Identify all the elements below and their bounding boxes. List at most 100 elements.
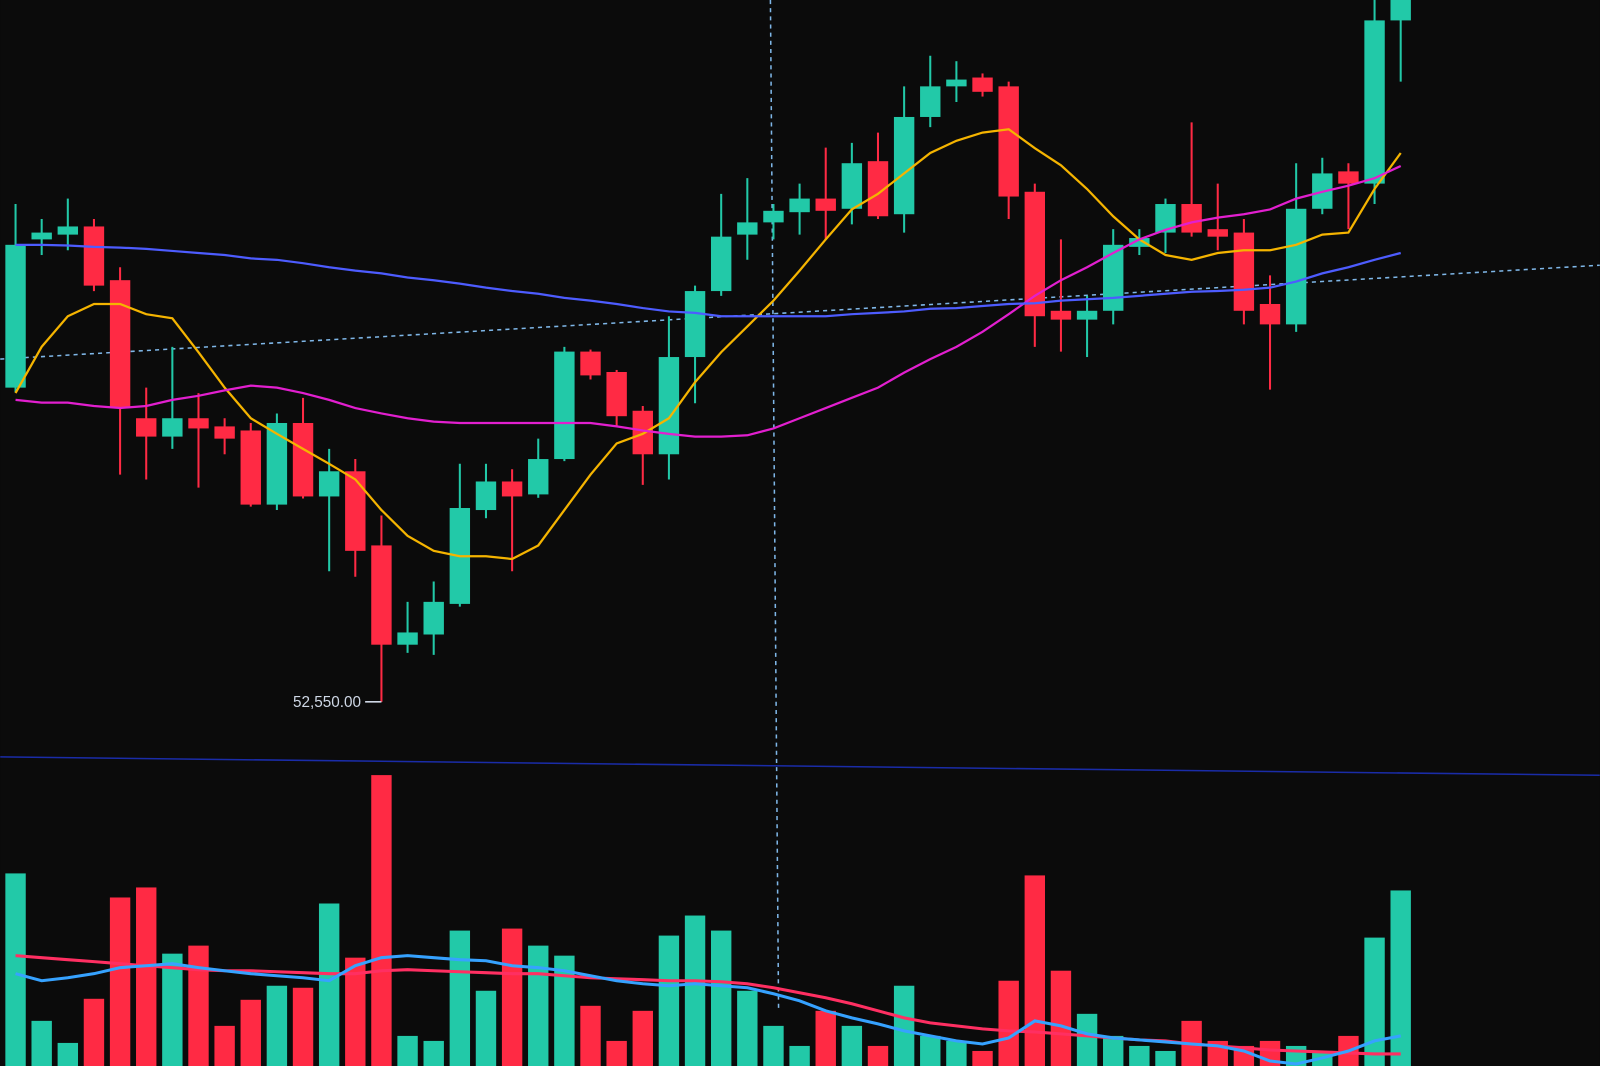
volume-bar	[972, 1050, 993, 1066]
candle-body	[57, 226, 79, 235]
volume-bar	[632, 1010, 653, 1066]
volume-bar	[214, 1025, 235, 1066]
volume-bar	[188, 945, 209, 1066]
candle-body	[345, 471, 366, 551]
volume-bar	[449, 930, 471, 1066]
volume-bar	[371, 775, 392, 1066]
volume-bar	[1024, 875, 1046, 1066]
candle-body	[1207, 229, 1228, 237]
candle-body	[815, 198, 836, 211]
volume-bar	[292, 987, 314, 1066]
volume-bar	[554, 955, 575, 1066]
candle-body	[946, 79, 967, 87]
candle-body	[1129, 238, 1150, 247]
candle-body	[83, 226, 105, 286]
volume-bar	[789, 1045, 810, 1066]
plot: 52,550.00	[5, 0, 1411, 1066]
candle-body	[136, 418, 157, 437]
volume-bar	[5, 873, 26, 1066]
volume-bar	[318, 903, 340, 1066]
moving-average-line	[15, 164, 1402, 438]
low-marker-label: 52,550.00	[293, 694, 361, 711]
volume-bar	[31, 1020, 52, 1066]
candle-body	[1285, 208, 1307, 325]
volume-bar	[841, 1025, 863, 1066]
volume-bar	[606, 1040, 627, 1066]
candle-body	[1155, 204, 1176, 233]
candle-body	[1233, 232, 1255, 311]
candle-body	[658, 357, 680, 455]
candle-body	[1259, 303, 1281, 325]
volume-bar	[815, 1010, 836, 1066]
candle-body	[423, 601, 444, 635]
candle-body	[763, 210, 784, 223]
candle-body	[998, 86, 1019, 197]
candle-body	[1390, 0, 1411, 21]
volume-bar	[162, 953, 183, 1066]
candle-body	[501, 481, 523, 497]
candle-body	[5, 244, 26, 388]
volume-bar	[737, 990, 758, 1066]
volume-bar	[528, 945, 549, 1066]
candle-body	[1024, 191, 1046, 317]
volume-bar	[998, 980, 1019, 1066]
candle-body	[554, 351, 575, 460]
volume-bar	[345, 957, 366, 1066]
volume-bar	[57, 1042, 79, 1066]
candle-body	[710, 236, 732, 292]
candle-body	[109, 280, 131, 409]
candle-body	[789, 198, 810, 213]
candle-body	[188, 418, 209, 429]
volume-bar	[83, 998, 105, 1066]
volume-bar	[1050, 970, 1072, 1066]
pane-separator	[0, 756, 1600, 777]
candle-body	[318, 471, 340, 497]
candle-body	[1076, 310, 1098, 320]
candle-body	[266, 422, 288, 505]
candle-body	[893, 116, 915, 215]
volume-bar	[580, 1005, 601, 1066]
candle-body	[397, 632, 418, 645]
moving-average-line	[15, 243, 1402, 318]
candle-body	[214, 426, 235, 439]
candle-body	[920, 86, 941, 117]
candle-body	[632, 410, 653, 455]
volume-bar	[920, 1035, 941, 1066]
candle-body	[1338, 171, 1359, 184]
candle-body	[1181, 204, 1202, 233]
candle-body	[867, 161, 889, 217]
volume-bar	[266, 985, 288, 1066]
price-line	[0, 264, 1600, 360]
candle-body	[31, 232, 52, 240]
candle-body	[972, 77, 993, 92]
moving-average-line	[14, 128, 1402, 561]
candle-body	[475, 481, 497, 511]
candle-body	[528, 459, 549, 495]
volume-bar	[1103, 1035, 1124, 1066]
candle-body	[684, 291, 706, 358]
volume-bar	[397, 1035, 418, 1066]
volume-bar	[475, 990, 497, 1066]
volume-bar	[240, 999, 261, 1066]
crosshair	[769, 0, 780, 1010]
candle-body	[580, 351, 601, 376]
volume-bar	[501, 928, 523, 1066]
volume-bar	[710, 930, 732, 1066]
volume-bar	[893, 985, 915, 1066]
candle-body	[292, 422, 314, 497]
volume-bar	[109, 897, 131, 1066]
volume-bar	[136, 887, 157, 1066]
candle-body	[606, 371, 627, 417]
candle-body	[1050, 310, 1072, 320]
volume-bar	[423, 1040, 444, 1066]
volume-bar	[658, 935, 680, 1066]
volume-bar	[1364, 937, 1385, 1066]
volume-bar	[867, 1045, 889, 1066]
candle-body	[1103, 244, 1124, 311]
candle-body	[240, 430, 261, 505]
volume-bar	[1155, 1050, 1176, 1066]
volume-bar	[684, 915, 706, 1066]
volume-bar	[763, 1025, 784, 1066]
